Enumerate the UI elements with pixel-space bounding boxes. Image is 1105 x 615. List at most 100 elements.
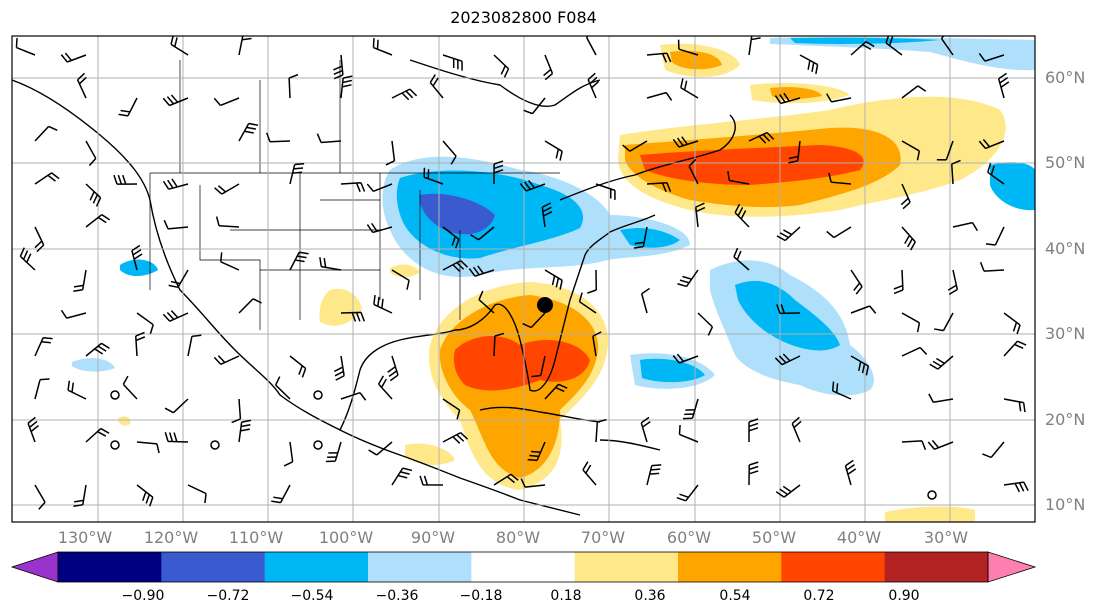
wind-barb [748,418,759,443]
wind-barb [672,136,699,148]
wind-barb [901,85,927,99]
wind-barb [676,484,699,502]
colorbar-tick-7: 0.36 [634,588,666,604]
lon-label-130w: 130°W [57,528,113,547]
wind-barb [677,269,699,288]
wind-barbs [15,36,1029,510]
wind-barb [34,125,58,142]
wind-barb [826,226,852,239]
wind-barb [442,431,469,444]
wind-barb [442,398,461,420]
wind-barb [478,290,495,314]
wind-barb [622,140,648,152]
wind-barb [826,93,852,103]
wind-barb [578,292,597,314]
wind-barb [682,398,699,420]
wind-barb [493,332,505,357]
wind-barb [734,203,750,228]
wind-barb [748,36,761,56]
wind-barb [238,122,259,142]
wind-barb [987,163,1005,185]
wind-barb [34,172,60,185]
wind-barb [373,294,393,314]
wind-barb [850,305,877,314]
wind-barb [391,269,410,290]
graticule [12,36,1035,522]
colorbar-tick-1: −0.90 [121,588,165,604]
wind-barb [34,336,53,357]
wind-barb [15,38,36,56]
wind-barb [187,334,202,357]
wind-barb [131,244,143,271]
wind-barb [791,416,802,443]
lat-label-40: 40°N [1045,239,1086,258]
wind-barb [523,97,546,115]
wind-barb [927,439,954,450]
wind-barb [385,140,396,166]
wind-barb [933,312,954,332]
wind-barb [213,97,240,107]
wind-barb [271,484,291,504]
wind-barb [470,226,495,241]
wind-barb [122,375,138,400]
colorbar-tick-3: −0.54 [290,588,334,604]
wind-barb [34,484,46,510]
wind-barb [775,484,801,498]
wind-barb [901,312,921,333]
wind-barb [947,269,959,296]
wind-barb [1003,340,1027,357]
wind-barb [429,74,444,99]
wind-barb [136,441,160,454]
wind-barb [587,269,598,294]
wind-barb [748,461,759,486]
wind-barb [423,167,444,185]
wind-barb [162,94,189,107]
wind-barb [162,310,189,322]
wind-barb [85,183,102,207]
colorbar-tick-9: 0.72 [803,588,835,604]
wind-barb [688,158,699,185]
wind-barb [950,159,961,185]
wind-barb [522,312,546,329]
colorbar-tick-2: −0.72 [206,588,250,604]
colorbar-extend-low [10,551,59,583]
wind-barb [901,226,916,251]
wind-barb [73,269,87,292]
wind-barb [900,183,911,210]
wind-barb [340,75,353,99]
wind-barb [366,183,393,193]
wind-barb [325,441,342,463]
wind-barb [442,226,460,249]
wind-barb [850,355,870,376]
wind-barb [527,441,546,462]
wind-barb [289,251,309,271]
wind-barb [543,54,554,81]
wind-barb [646,182,672,193]
wind-barb [85,140,97,166]
wind-barb [368,441,393,456]
lat-label-20: 20°N [1045,410,1086,429]
wind-barb [519,179,546,192]
wind-barb [850,269,863,295]
wind-barb [136,484,154,507]
calm-wind-circles [110,390,937,500]
wind-barb [289,162,305,185]
wind-barb [60,309,87,319]
wind-barb [85,214,111,228]
wind-barb [595,183,616,200]
wind-barb [929,355,954,370]
wind-barb [585,36,597,56]
wind-barb [978,139,1005,150]
wind-barb [646,464,662,486]
wind-barb [748,131,775,144]
colorbar-segment [471,552,576,582]
wind-barb [982,441,1005,459]
wind-barb [442,140,457,165]
wind-barb [85,342,110,357]
lon-label-30w: 30°W [923,528,969,547]
wind-barb [774,92,801,105]
lat-label-50: 50°N [1045,153,1086,172]
wind-barb [76,72,87,99]
wind-barb [215,216,240,228]
